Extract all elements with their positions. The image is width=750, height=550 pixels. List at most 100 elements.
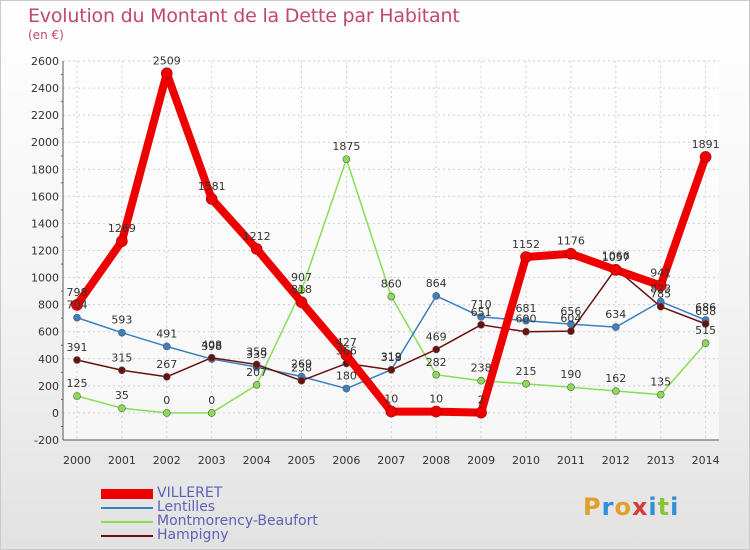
legend-swatch — [101, 507, 153, 509]
y-axis-unit-label: (en €) — [28, 28, 64, 42]
x-tick-label: 2006 — [332, 454, 360, 467]
logo-letter: r — [601, 493, 615, 521]
data-label: 398 — [201, 340, 222, 353]
data-label: 391 — [67, 341, 88, 354]
data-label: 681 — [516, 302, 537, 315]
x-tick-label: 2002 — [153, 454, 181, 467]
y-tick-label: 2400 — [31, 82, 59, 95]
data-label: 1057 — [602, 251, 630, 264]
y-tick-label: 600 — [38, 326, 59, 339]
legend-label: Lentilles — [157, 499, 216, 515]
data-point — [701, 339, 710, 348]
x-tick-label: 2011 — [557, 454, 585, 467]
data-label: 710 — [471, 298, 492, 311]
y-tick-label: 0 — [52, 407, 59, 420]
data-point — [163, 342, 171, 351]
data-label: 823 — [650, 283, 671, 296]
legend-label: Montmorency-Beaufort — [157, 513, 318, 529]
data-point — [387, 366, 396, 374]
legend-swatch — [101, 489, 153, 499]
data-point — [161, 67, 173, 80]
data-point — [342, 155, 351, 163]
data-label: 656 — [560, 305, 581, 318]
data-label: 785 — [650, 288, 671, 301]
data-label: 1176 — [557, 235, 585, 248]
data-label: 339 — [246, 348, 267, 361]
data-point — [385, 405, 398, 418]
logo-letter: x — [631, 493, 649, 521]
data-label: 125 — [67, 377, 88, 390]
data-label: 162 — [605, 372, 626, 385]
x-tick-label: 2009 — [467, 454, 495, 467]
logo-letter: o — [614, 493, 632, 521]
data-label: 604 — [560, 312, 581, 325]
data-label: 600 — [516, 313, 537, 326]
x-tick-label: 2010 — [512, 454, 540, 467]
x-tick-label: 2008 — [422, 454, 450, 467]
x-tick-label: 2005 — [288, 454, 316, 467]
data-label: 907 — [291, 271, 312, 284]
data-point — [118, 404, 126, 412]
legend-swatch — [101, 521, 153, 523]
chart-title: Evolution du Montant de la Dette par Hab… — [28, 5, 460, 27]
data-point — [207, 353, 216, 362]
data-point — [430, 405, 443, 418]
data-point — [699, 151, 712, 163]
data-point — [477, 313, 485, 321]
y-tick-label: 1000 — [31, 272, 59, 285]
x-tick-label: 2004 — [243, 454, 271, 467]
y-tick-label: 2200 — [31, 109, 59, 122]
data-point — [701, 320, 710, 328]
data-point — [71, 299, 83, 311]
data-label: 491 — [156, 327, 177, 340]
data-label: 864 — [426, 277, 447, 290]
data-point — [116, 235, 128, 247]
data-point — [432, 292, 441, 300]
data-point — [611, 323, 620, 331]
data-point — [432, 345, 441, 354]
data-point — [297, 376, 306, 385]
logo-letter: P — [583, 493, 602, 521]
proxiti-logo: Proxiti — [583, 493, 679, 521]
data-label: 10 — [429, 393, 443, 406]
y-tick-label: 400 — [38, 353, 59, 366]
data-point — [252, 360, 261, 369]
data-label: 798 — [67, 286, 88, 299]
y-tick-label: 200 — [38, 380, 59, 393]
data-label: 704 — [67, 299, 88, 312]
x-tick-label: 2014 — [692, 454, 720, 467]
data-point — [609, 264, 622, 276]
data-label: 2509 — [153, 54, 181, 67]
data-label: 1875 — [332, 140, 360, 153]
data-point — [207, 409, 216, 417]
data-label: 1066 — [602, 250, 630, 263]
data-label: 634 — [605, 308, 626, 321]
data-label: 207 — [246, 366, 267, 379]
legend-label: Hampigny — [157, 527, 229, 543]
data-label: 515 — [695, 324, 716, 337]
data-point — [73, 392, 81, 400]
y-tick-label: 800 — [38, 299, 59, 312]
data-point — [250, 243, 263, 255]
logo-letter: t — [657, 493, 671, 521]
logo-letter: i — [670, 493, 680, 521]
logo-letter: i — [648, 493, 658, 521]
data-label: 658 — [695, 305, 716, 318]
y-tick-label: 1200 — [31, 245, 59, 258]
data-point — [567, 383, 575, 392]
data-label: 215 — [516, 365, 537, 378]
data-label: 180 — [336, 370, 357, 383]
title-block: Evolution du Montant de la Dette par Hab… — [28, 5, 460, 42]
data-point — [118, 328, 126, 337]
data-label: 1891 — [692, 138, 720, 151]
data-label: 2 — [478, 394, 485, 407]
data-point — [522, 380, 530, 388]
data-point — [163, 372, 171, 381]
data-point — [73, 313, 81, 322]
data-label: 686 — [695, 301, 716, 314]
data-point — [567, 327, 575, 335]
data-point — [475, 406, 487, 419]
data-point — [73, 356, 81, 364]
data-label: 408 — [201, 339, 222, 352]
